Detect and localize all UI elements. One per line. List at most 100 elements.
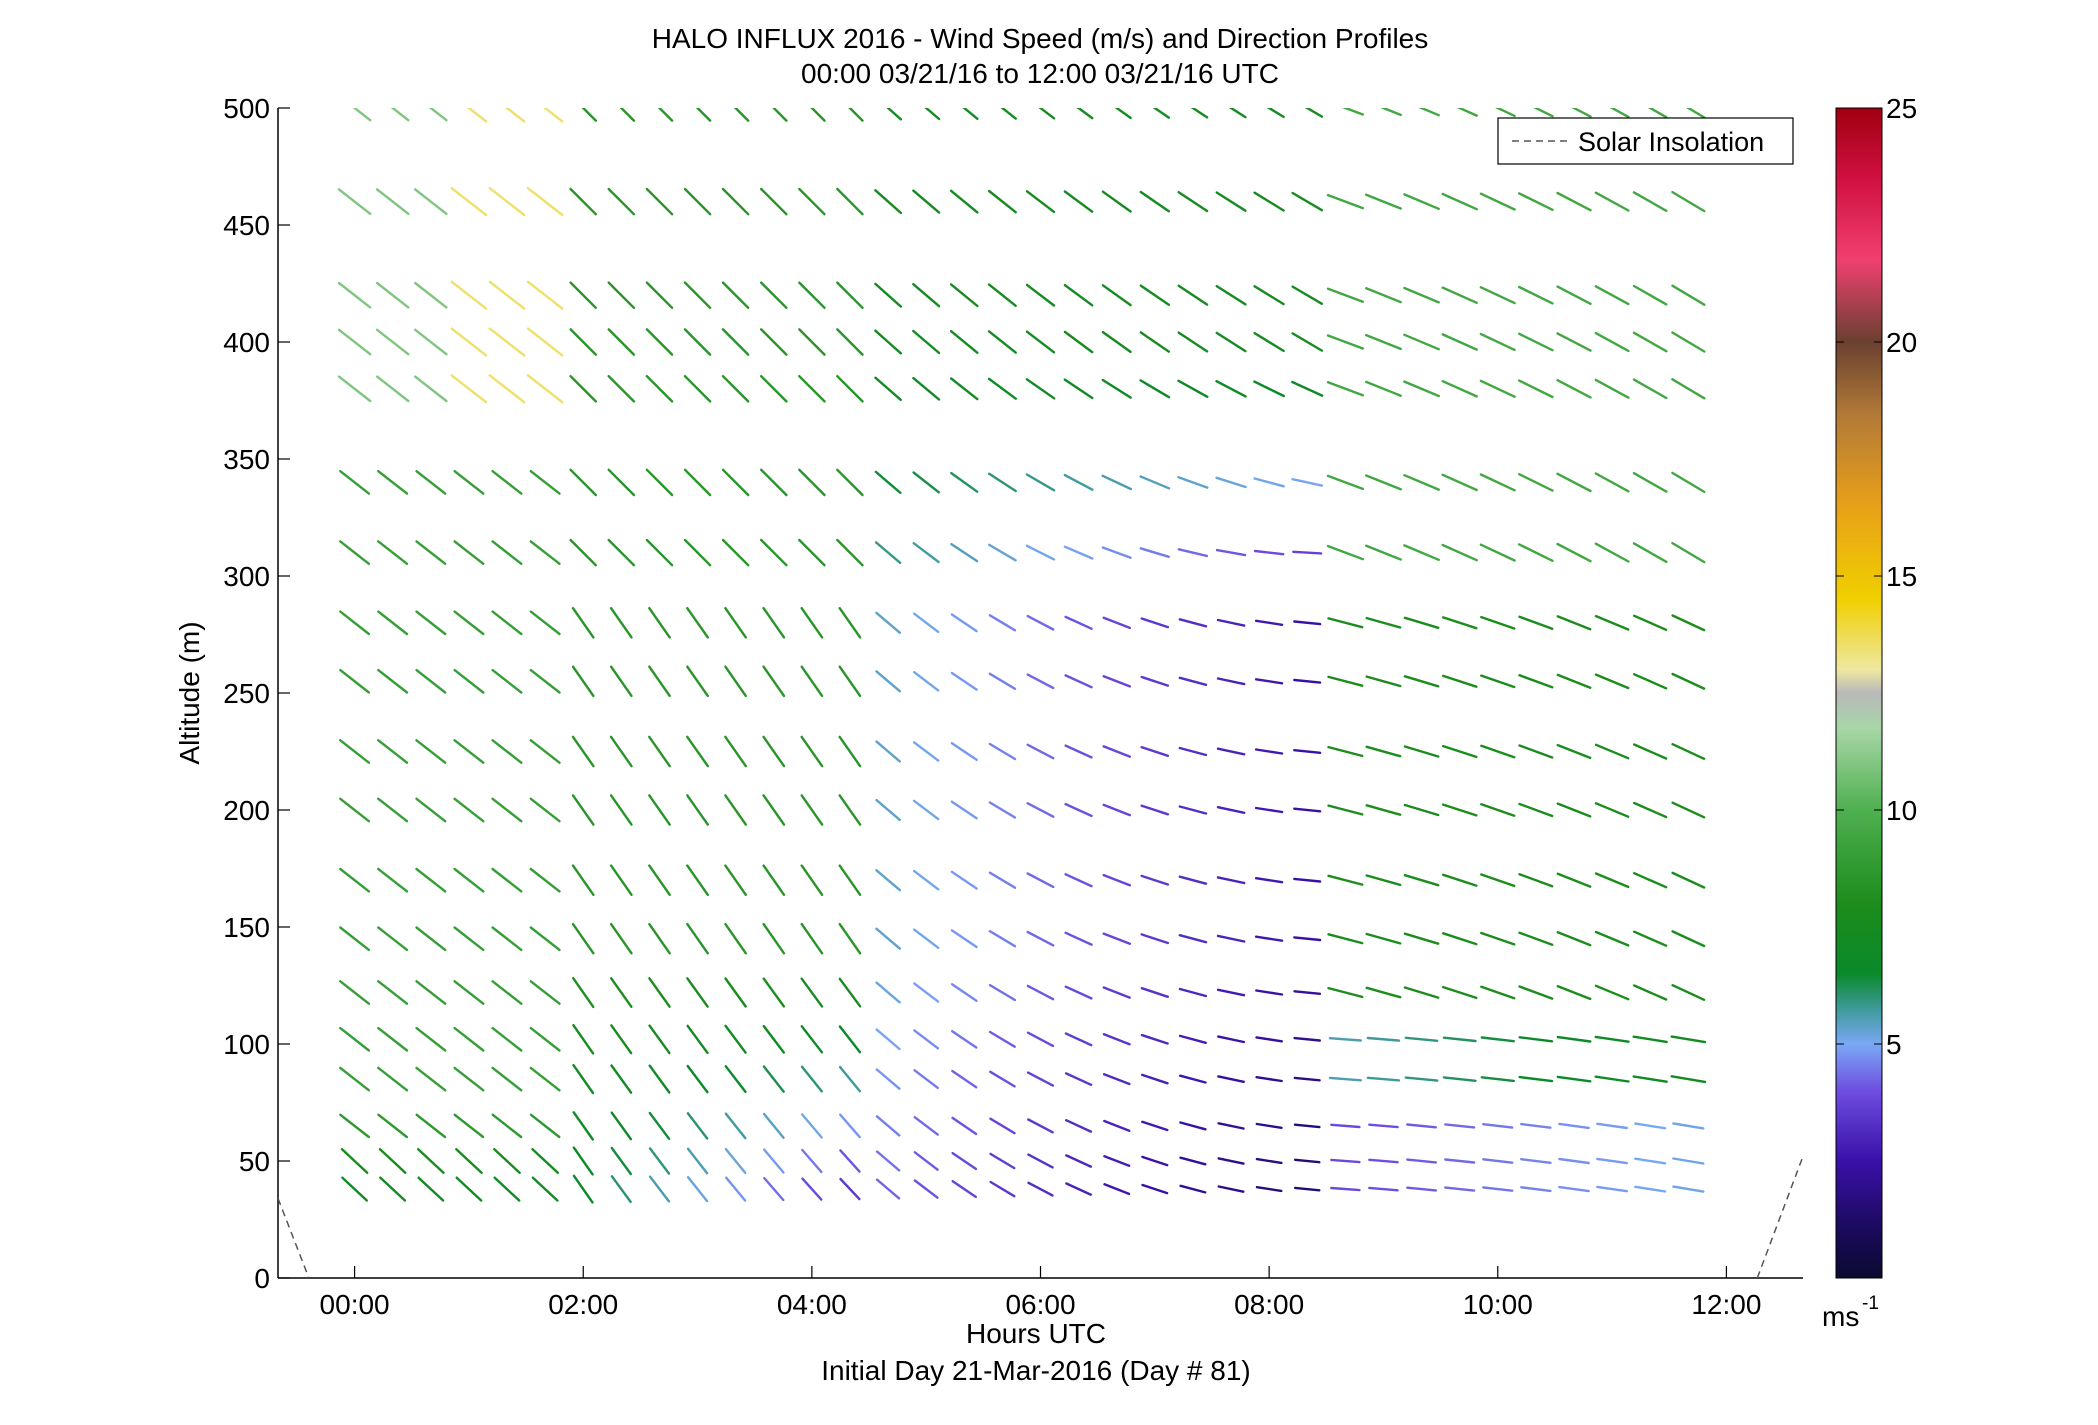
wind-barb bbox=[1216, 988, 1246, 997]
wind-barb bbox=[874, 541, 902, 564]
wind-barb bbox=[1632, 1035, 1668, 1044]
wind-barb bbox=[488, 374, 526, 404]
wind-barb bbox=[1064, 744, 1093, 759]
wind-barb bbox=[645, 281, 674, 309]
wind-barb bbox=[683, 538, 712, 567]
wind-barb bbox=[1177, 548, 1209, 558]
wind-barb bbox=[1255, 989, 1284, 996]
wind-barb bbox=[337, 375, 372, 403]
wind-barb bbox=[1518, 873, 1554, 888]
wind-barb bbox=[648, 1024, 671, 1055]
wind-barb bbox=[493, 1176, 521, 1202]
wind-barb bbox=[1444, 1158, 1476, 1164]
wind-barb bbox=[1404, 1036, 1439, 1043]
wind-barb bbox=[1480, 1076, 1516, 1083]
wind-barb bbox=[491, 739, 523, 764]
wind-barb bbox=[1103, 1154, 1131, 1168]
wind-barb bbox=[1026, 673, 1055, 690]
wind-barb bbox=[1216, 806, 1246, 814]
wind-barb bbox=[607, 281, 636, 309]
wind-barb bbox=[1444, 1123, 1476, 1129]
wind-barb bbox=[1141, 1120, 1169, 1132]
wind-barb bbox=[1558, 1157, 1590, 1165]
colorbar-ticks: 5 10 15 20 25 bbox=[1836, 93, 1917, 1060]
wind-barb bbox=[453, 980, 485, 1005]
wind-barb bbox=[913, 1029, 940, 1050]
wind-barb bbox=[950, 377, 979, 401]
wind-barb bbox=[1406, 1158, 1438, 1164]
wind-barb bbox=[801, 1148, 823, 1174]
wind-barb bbox=[1365, 745, 1402, 758]
x-axis-sublabel: Initial Day 21-Mar-2016 (Day # 81) bbox=[821, 1355, 1251, 1386]
wind-barb bbox=[950, 742, 978, 761]
wind-barb bbox=[875, 670, 901, 693]
wind-barb bbox=[1065, 1154, 1093, 1168]
wind-barb bbox=[1026, 872, 1055, 889]
wind-barb bbox=[989, 1180, 1016, 1198]
wind-barb bbox=[1038, 108, 1056, 120]
wind-barb bbox=[875, 869, 901, 892]
wind-barb bbox=[1632, 284, 1668, 306]
wind-barb bbox=[377, 980, 409, 1005]
wind-barb bbox=[1341, 108, 1365, 116]
wind-barb bbox=[1479, 332, 1516, 352]
wind-barb bbox=[912, 376, 941, 401]
wind-barb bbox=[1632, 1075, 1668, 1083]
colorbar-gradient bbox=[1835, 107, 1883, 1279]
wind-barb bbox=[1255, 1075, 1283, 1083]
wind-barb bbox=[1403, 745, 1440, 758]
wind-barb bbox=[1064, 674, 1093, 689]
wind-barb bbox=[1441, 192, 1478, 211]
wind-barb bbox=[838, 977, 862, 1008]
wind-barb bbox=[1102, 745, 1132, 758]
wind-barb bbox=[1217, 1075, 1245, 1084]
wind-barb bbox=[721, 468, 750, 497]
wind-barb bbox=[453, 867, 485, 893]
wind-barb bbox=[762, 665, 786, 698]
wind-barb bbox=[721, 281, 750, 309]
wind-barb bbox=[1255, 1122, 1283, 1130]
wind-barb bbox=[838, 665, 862, 698]
wind-barb bbox=[1293, 1158, 1321, 1164]
wind-barb bbox=[1556, 472, 1592, 493]
wind-barb bbox=[455, 1176, 483, 1202]
y-tick-label: 100 bbox=[223, 1029, 270, 1060]
wind-barb bbox=[875, 740, 901, 763]
wind-barb bbox=[798, 328, 826, 356]
wind-barb bbox=[1364, 380, 1402, 397]
wind-barb bbox=[1217, 1035, 1246, 1044]
wind-barb bbox=[838, 1025, 862, 1054]
wind-barb bbox=[529, 1113, 561, 1139]
wind-barb bbox=[1671, 541, 1706, 564]
wind-barb bbox=[950, 471, 979, 493]
wind-barb bbox=[648, 607, 671, 639]
wind-barb bbox=[724, 607, 747, 639]
wind-barb bbox=[1441, 932, 1478, 946]
wind-barb bbox=[488, 280, 526, 310]
legend-box bbox=[1497, 117, 1794, 165]
wind-barb bbox=[1026, 930, 1055, 947]
wind-barb bbox=[1533, 108, 1554, 118]
wind-barb bbox=[339, 1113, 370, 1139]
wind-barb bbox=[1293, 807, 1322, 813]
wind-barb bbox=[377, 797, 409, 823]
wind-barb bbox=[1441, 380, 1478, 398]
wind-barb bbox=[375, 281, 410, 309]
wind-barb bbox=[1364, 333, 1402, 351]
wind-barb bbox=[453, 739, 485, 764]
wind-barb bbox=[1102, 873, 1132, 887]
wind-barb bbox=[1671, 672, 1706, 690]
wind-barb bbox=[988, 672, 1017, 690]
wind-barb bbox=[339, 610, 371, 636]
wind-barb bbox=[1255, 1036, 1284, 1043]
wind-barb bbox=[762, 864, 786, 896]
wind-barb bbox=[874, 329, 902, 355]
wind-barb bbox=[836, 187, 864, 216]
wind-barb bbox=[839, 1149, 861, 1173]
wind-barb bbox=[1293, 749, 1322, 754]
wind-barb bbox=[988, 801, 1017, 819]
wind-barb bbox=[610, 1064, 633, 1094]
wind-barb bbox=[1101, 284, 1132, 307]
wind-barb bbox=[1139, 331, 1171, 353]
wind-barb bbox=[1216, 876, 1246, 885]
